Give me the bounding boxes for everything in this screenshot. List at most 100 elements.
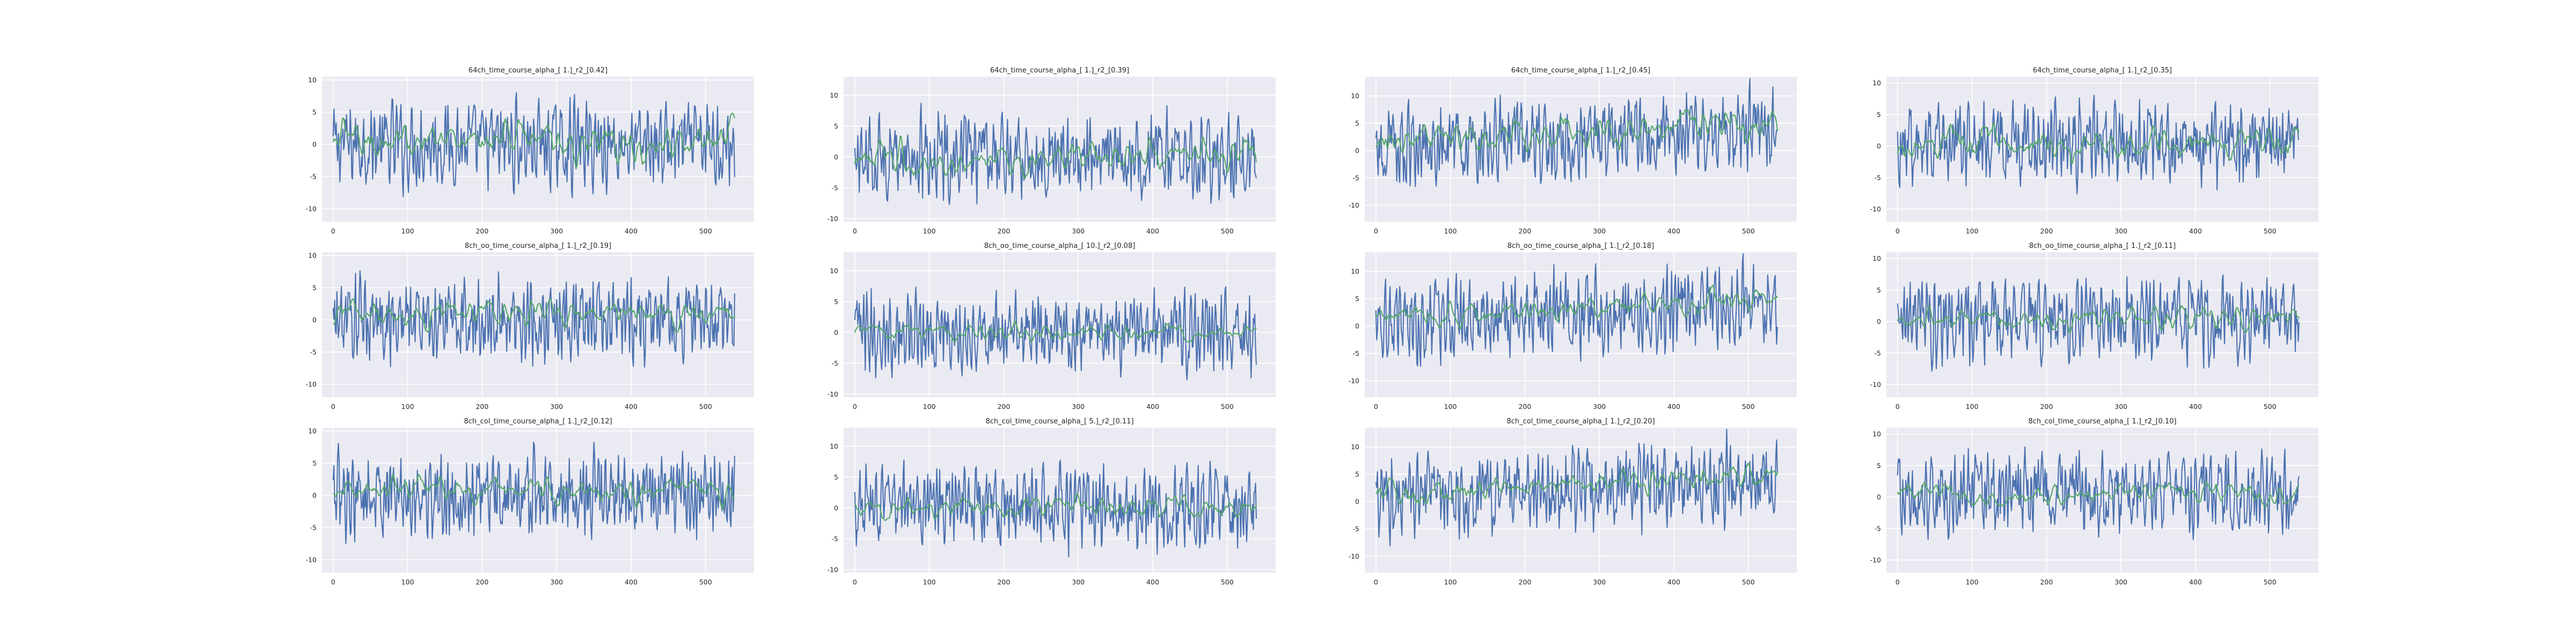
x-tick-label: 200: [475, 227, 488, 235]
y-tick-label: 0: [312, 141, 317, 149]
y-tick-label: 0: [834, 328, 838, 336]
series-line-green: [854, 135, 1257, 180]
y-tick-label: 0: [312, 316, 317, 324]
x-tick-label: 500: [1742, 402, 1755, 411]
subplot-title: 8ch_col_time_course_alpha_[ 1.]_r2_[0.20…: [1506, 418, 1655, 426]
subplot-4: 0 100 200 300 400 500 -10 -5 0 5 10 64ch_time_cours…: [1870, 67, 2318, 235]
x-tick-label: 100: [1444, 227, 1457, 235]
y-tick-label: -10: [306, 556, 317, 564]
y-tick-label: -5: [1875, 349, 1881, 357]
x-tick-label: 400: [2189, 578, 2202, 586]
series-line-green: [854, 493, 1257, 521]
x-tick-label: 400: [625, 402, 638, 411]
x-tick-label: 500: [699, 578, 712, 586]
x-tick-label: 300: [1593, 578, 1606, 586]
series-line-blue: [854, 286, 1257, 380]
y-tick-label: 10: [830, 91, 838, 99]
y-tick-label: 10: [308, 252, 317, 260]
y-tick-label: -10: [1349, 377, 1359, 385]
subplot-title: 8ch_col_time_course_alpha_[ 1.]_r2_[0.12…: [464, 418, 612, 426]
x-tick-label: 500: [2264, 578, 2277, 586]
y-tick-label: 0: [1355, 497, 1359, 506]
x-tick-label: 500: [1742, 227, 1755, 235]
plot-area: [322, 77, 754, 222]
x-tick-label: 300: [550, 578, 563, 586]
series-line-blue: [332, 92, 735, 199]
x-tick-label: 500: [1742, 578, 1755, 586]
x-tick-label: 500: [699, 227, 712, 235]
subplot-7: 0 100 200 300 400 500 -10 -5 0 5 10 8ch_oo_time_cou…: [1349, 242, 1797, 411]
y-tick-label: -10: [1870, 205, 1881, 213]
y-tick-label: 10: [308, 427, 317, 435]
y-tick-label: 5: [1877, 286, 1881, 294]
y-tick-label: 10: [1872, 430, 1881, 438]
x-tick-label: 100: [923, 402, 936, 411]
x-tick-label: 100: [923, 578, 936, 586]
x-tick-label: 500: [699, 402, 712, 411]
y-tick-label: -5: [1353, 349, 1359, 357]
x-tick-label: 400: [1146, 227, 1159, 235]
x-tick-label: 0: [1374, 578, 1378, 586]
x-tick-label: 300: [1593, 402, 1606, 411]
x-tick-label: 100: [401, 402, 414, 411]
series-line-green: [1375, 463, 1778, 505]
x-tick-label: 100: [923, 227, 936, 235]
y-tick-label: 5: [1877, 111, 1881, 119]
series-line-green: [333, 298, 735, 333]
x-tick-label: 0: [1896, 402, 1900, 411]
x-tick-label: 400: [625, 227, 638, 235]
y-tick-label: 5: [1877, 462, 1881, 470]
x-tick-label: 0: [331, 578, 335, 586]
y-tick-label: -10: [1349, 201, 1359, 209]
y-tick-label: -5: [832, 359, 838, 367]
x-tick-label: 200: [2040, 227, 2053, 235]
x-tick-label: 300: [2114, 402, 2127, 411]
series-line-blue: [1897, 446, 2300, 540]
subplot-10: 0 100 200 300 400 500 -10 -5 0 5 10 8ch_col_time_co…: [828, 418, 1276, 586]
subplot-title: 64ch_time_course_alpha_[ 1.]_r2_[0.42]: [469, 67, 608, 75]
x-tick-label: 0: [853, 227, 857, 235]
x-tick-label: 300: [550, 227, 563, 235]
x-tick-label: 300: [2114, 578, 2127, 586]
y-tick-label: -5: [1353, 174, 1359, 182]
y-tick-label: -5: [1875, 173, 1881, 181]
x-tick-label: 500: [1221, 402, 1234, 411]
x-tick-label: 0: [853, 578, 857, 586]
y-tick-label: 10: [830, 267, 838, 275]
x-tick-label: 300: [1593, 227, 1606, 235]
y-tick-label: -10: [306, 205, 317, 213]
series-line-green: [333, 473, 735, 510]
series-line-green: [1375, 284, 1778, 330]
y-tick-label: 5: [312, 108, 317, 116]
series-line-green: [1897, 305, 2300, 334]
x-tick-label: 500: [1221, 578, 1234, 586]
y-tick-label: 10: [830, 442, 838, 450]
series-line-blue: [1897, 94, 2300, 195]
y-tick-label: 5: [312, 459, 317, 467]
subplot-3: 0 100 200 300 400 500 -10 -5 0 5 10 64ch_time_cours…: [1349, 67, 1797, 235]
y-tick-label: 10: [1351, 267, 1359, 275]
x-tick-label: 200: [997, 402, 1010, 411]
y-tick-label: 5: [834, 473, 838, 481]
x-tick-label: 400: [1146, 578, 1159, 586]
x-tick-label: 500: [2264, 402, 2277, 411]
x-tick-label: 300: [550, 402, 563, 411]
x-tick-label: 300: [2114, 227, 2127, 235]
y-tick-label: 5: [834, 297, 838, 305]
series-line-blue: [1375, 253, 1778, 367]
y-tick-label: -5: [310, 173, 317, 181]
y-tick-label: 0: [834, 504, 838, 512]
y-tick-label: 0: [1877, 318, 1881, 326]
subplot-title: 64ch_time_course_alpha_[ 1.]_r2_[0.35]: [2033, 67, 2172, 75]
subplot-title: 8ch_oo_time_course_alpha_[ 1.]_r2_[0.19]: [465, 242, 611, 250]
y-tick-label: -10: [1870, 556, 1881, 564]
y-tick-label: 5: [834, 122, 838, 130]
y-tick-label: -10: [828, 390, 838, 398]
subplot-title: 8ch_oo_time_course_alpha_[ 1.]_r2_[0.18]: [1507, 242, 1654, 250]
y-tick-label: -10: [828, 566, 838, 574]
x-tick-label: 200: [475, 578, 488, 586]
y-tick-label: 5: [1355, 295, 1359, 303]
x-tick-label: 0: [331, 402, 335, 411]
series-line-green: [1897, 122, 2300, 164]
x-tick-label: 400: [2189, 402, 2202, 411]
